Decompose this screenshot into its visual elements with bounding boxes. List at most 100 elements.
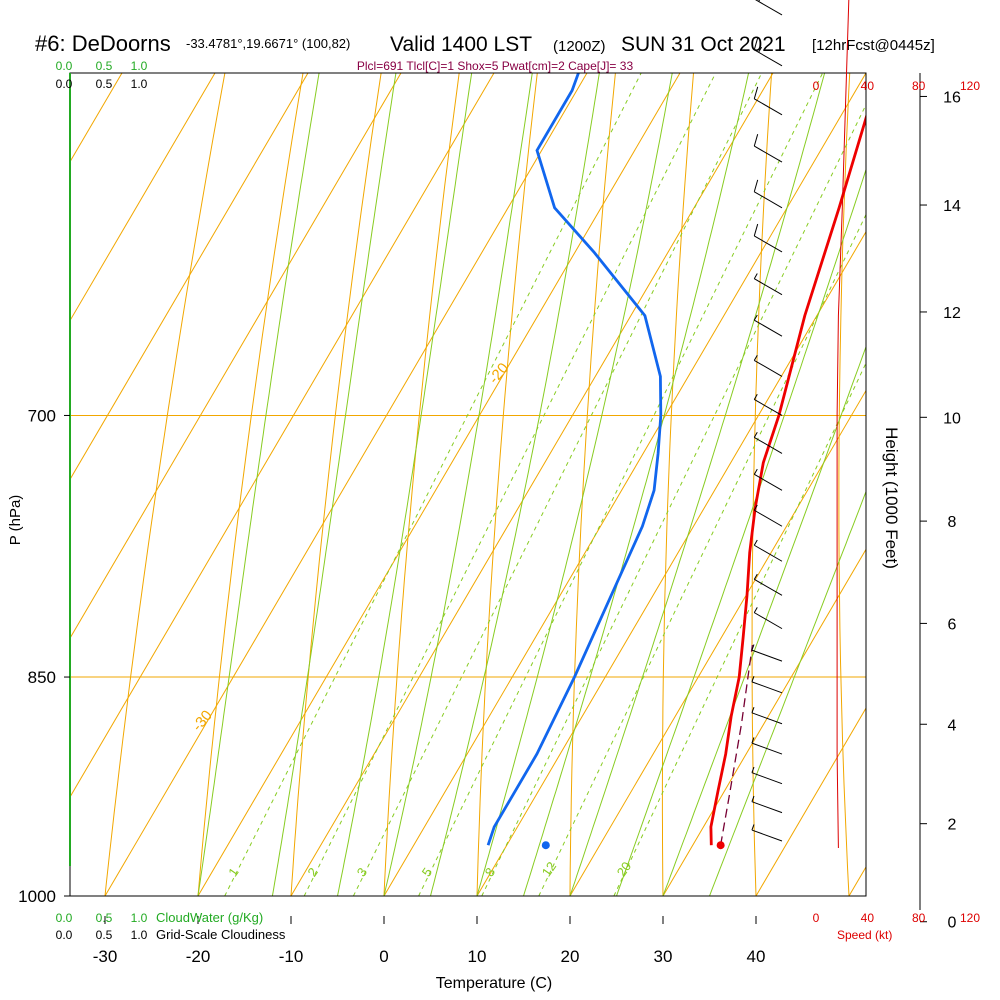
mixing-ratio-line [352,73,763,896]
wind-speed-tick-top: 80 [912,79,926,93]
cloudwater-tick-top: 0.0 [56,59,73,73]
wind-barb [753,223,783,253]
isotherm-20 [569,389,866,896]
wind-barb [753,607,783,630]
cloudiness-tick-top: 1.0 [131,77,148,91]
height-axis-title: Height (1000 Feet) [882,427,901,569]
wind-barb [751,707,783,725]
wind-barb [753,134,783,163]
wind-speed-tick-bottom: 120 [960,911,980,925]
dry-adiabat [476,73,538,896]
wind-barb [753,37,783,67]
sounding-indices: Plcl=691 Tlcl[C]=1 Shox=5 Pwat[cm]=2 Cap… [357,59,634,73]
moist-adiabat [709,490,866,896]
isotherm-10 [476,230,866,896]
wind-barb [753,539,783,562]
pressure-tick-label: 700 [28,406,56,425]
plot-border [69,72,867,897]
sounding-curves [486,73,866,850]
moist-adiabat [662,345,866,896]
valid-date: SUN 31 Oct 2021 [621,33,786,56]
wind-barb [753,354,783,377]
wind-barb [753,179,783,209]
height-tick-label: 12 [943,305,961,322]
moist-adiabat [197,73,320,896]
cloudiness-tick-bottom: 1.0 [131,928,148,942]
dry-adiabat [290,73,382,896]
wind-barb [753,394,783,416]
moist-adiabat [430,73,600,896]
cloudiness-tick-bottom: 0.0 [56,928,73,942]
wind-barb [755,0,783,16]
temperature-tick-label: -20 [186,947,211,966]
cloudiness-tick-top: 0.5 [96,77,113,91]
moist-adiabat [271,73,397,896]
parcel-curve [719,644,754,846]
valid-time: Valid 1400 LST [390,33,532,56]
dry-adiabat [923,0,1000,896]
isotherm--50 [70,73,402,640]
isotherm-label: -20 [485,360,512,388]
wind-barb [751,737,783,755]
wind-speed-tick-top: 120 [960,79,980,93]
wind-speed-tick-bottom: 40 [861,911,875,925]
height-tick-label: 14 [943,198,961,215]
cloudiness-tick-top: 0.0 [56,77,73,91]
isotherm-0 [383,73,866,896]
wind-barb [753,86,783,116]
pressure-tick-label: 850 [28,668,56,687]
cloudiness-tick-bottom: 0.5 [96,928,113,942]
dry-adiabat [751,73,773,896]
moist-adiabat [569,73,826,896]
wind-barb [751,766,783,785]
isotherm--40 [70,73,495,798]
cloudwater-tick-top: 1.0 [131,59,148,73]
y-axis-title: P (hPa) [7,495,24,546]
temperature-surface-marker [716,841,725,850]
dry-adiabat [104,73,226,896]
isotherm-50 [848,865,866,896]
dry-adiabat [383,73,460,896]
mixing-ratio-line [481,103,866,896]
wind-barb [753,273,783,296]
station-coords: -33.4781°,19.6671° (100,82) [186,36,350,51]
isotherm-label: -30 [189,707,216,735]
frame [69,72,867,897]
wind-speed-tick-bottom: 0 [813,911,820,925]
temperature-tick-label: -10 [279,947,304,966]
wind-barb [751,795,783,814]
mixing-ratio-line [224,73,642,896]
wind-barb [753,314,783,337]
height-tick-label: 6 [948,616,957,633]
cloudwater-tick-top: 0.5 [96,59,113,73]
wind-barb [751,824,783,842]
wind-barb [753,504,783,527]
valid-zulu: (1200Z) [553,38,606,55]
moist-adiabat [476,73,673,896]
wind-speed-label: Speed (kt) [837,928,892,942]
height-tick-label: 16 [943,89,961,106]
height-tick-label: 0 [948,915,957,932]
temperature-tick-label: 30 [654,947,673,966]
wind-barb [751,676,783,694]
mixing-ratio-line [303,73,717,896]
wind-speed-tick-top: 40 [861,79,875,93]
pressure-tick-label: 1000 [18,887,56,906]
wind-speed-tick-top: 0 [813,79,820,93]
dewpoint-surface-marker [541,841,550,850]
cloudwater-tick-bottom: 0.5 [96,911,113,925]
isotherm--90 [0,0,641,896]
x-axis-title: Temperature (C) [436,975,552,992]
wind-barb [753,573,783,596]
cloudwater-label: CloudWater (g/Kg) [156,910,263,925]
cloudiness-label: Grid-Scale Cloudiness [156,927,286,942]
isotherm--30 [104,73,588,896]
dry-adiabat [661,73,695,896]
moist-adiabat [616,167,866,896]
moist-adiabat [523,73,750,896]
isotherm--10 [290,73,774,896]
height-tick-label: 10 [943,410,961,427]
station-title: #6: DeDoorns [35,31,171,56]
